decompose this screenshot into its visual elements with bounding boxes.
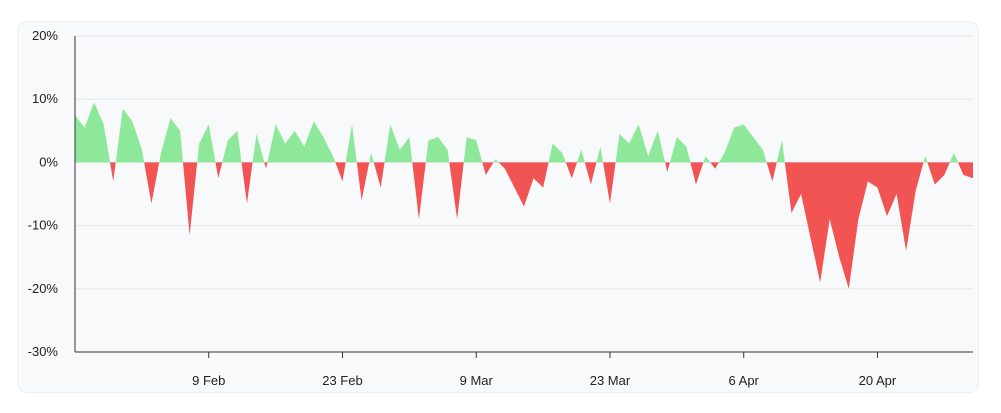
x-tick-label: 23 Feb bbox=[322, 373, 362, 388]
y-tick-label: -30% bbox=[28, 344, 59, 359]
negative-area bbox=[110, 162, 973, 289]
positive-area bbox=[75, 102, 958, 163]
y-tick-label: -20% bbox=[28, 281, 59, 296]
y-tick-label: 10% bbox=[32, 91, 58, 106]
y-tick-label: -10% bbox=[28, 218, 59, 233]
chart-areas bbox=[75, 102, 973, 289]
axes bbox=[74, 36, 973, 358]
tick-labels: 20% 10% 0% -10% -20% -30% 9 Feb 23 Feb 9 Mar 23 M… bbox=[28, 28, 897, 388]
x-tick-label: 6 Apr bbox=[729, 373, 760, 388]
y-tick-label: 20% bbox=[32, 28, 58, 43]
x-tick-label: 9 Feb bbox=[192, 373, 225, 388]
x-tick-label: 9 Mar bbox=[460, 373, 494, 388]
x-tick-label: 23 Mar bbox=[590, 373, 631, 388]
x-tick-label: 20 Apr bbox=[859, 373, 897, 388]
y-tick-label: 0% bbox=[39, 154, 58, 169]
